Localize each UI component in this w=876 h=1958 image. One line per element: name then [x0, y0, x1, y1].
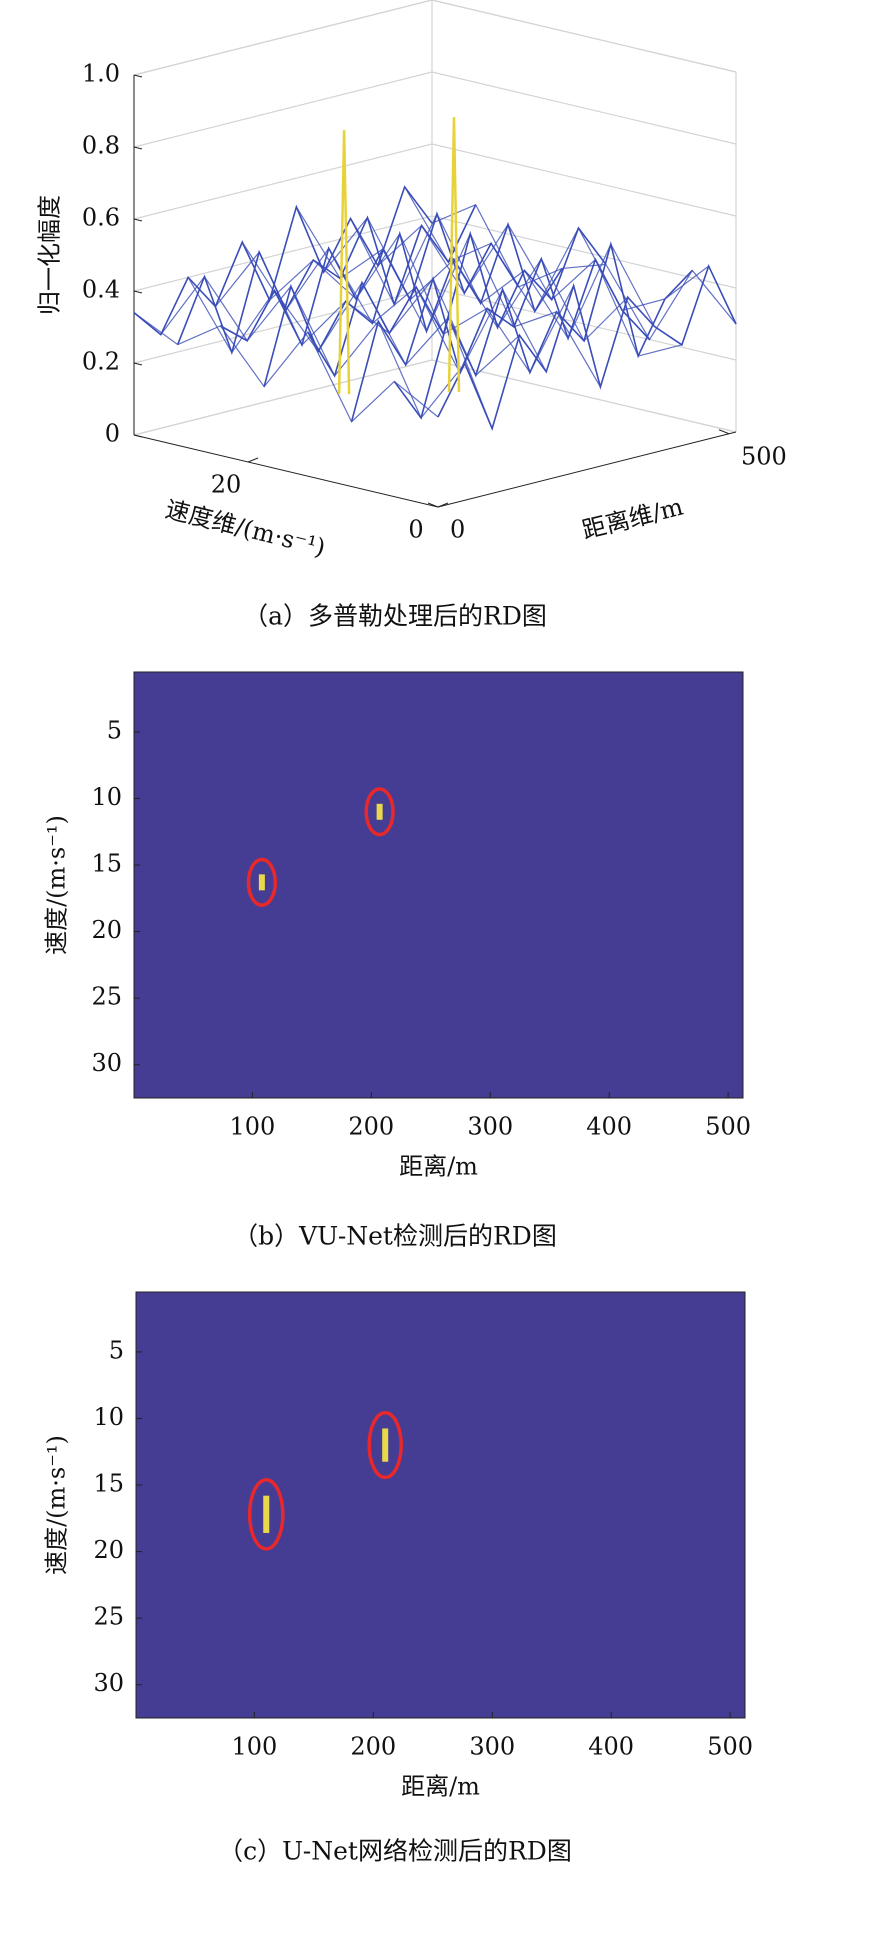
- grid-line: [431, 143, 737, 217]
- y-axis-label: 速度/(m·s⁻¹): [43, 1435, 71, 1575]
- x-tick-label: 400: [588, 1733, 634, 1761]
- surface-line: [269, 232, 575, 374]
- y-axis: [133, 434, 439, 508]
- peak: [337, 130, 351, 395]
- y-tick-label: 20: [93, 1536, 124, 1564]
- y-tick-label: 0: [408, 516, 423, 544]
- caption: （c）U-Net网络检测后的RD图: [218, 1837, 572, 1866]
- z-tick-label: 0.8: [82, 132, 120, 160]
- y-tick-label: 20: [211, 471, 242, 499]
- y-tick-label: 15: [91, 850, 122, 878]
- grid-line: [431, 0, 737, 73]
- z-tick: [133, 146, 143, 150]
- target: [382, 1428, 389, 1462]
- surface-line: [215, 250, 520, 377]
- y-axis-label: 速度维/(m·s⁻¹): [163, 495, 329, 562]
- x-tick-label: 200: [350, 1733, 396, 1761]
- surface-line: [160, 275, 466, 420]
- y-tick-label: 25: [91, 983, 122, 1011]
- peak: [447, 117, 461, 392]
- grid-line: [133, 143, 433, 220]
- caption: （a）多普勒处理后的RD图: [243, 602, 547, 631]
- z-tick-label: 0.6: [82, 204, 120, 232]
- grid-line: [431, 71, 737, 145]
- z-tick-label: 0.2: [82, 348, 120, 376]
- heatmap-background: [135, 1291, 746, 1719]
- y-tick-label: 30: [91, 1049, 122, 1077]
- surface-line: [377, 223, 683, 357]
- surface-line: [133, 312, 439, 423]
- surface-line: [263, 221, 563, 387]
- x-axis-label: 距离/m: [401, 1773, 480, 1801]
- y-axis-label: 速度/(m·s⁻¹): [43, 815, 71, 955]
- grid-line: [133, 359, 433, 436]
- z-tick: [133, 74, 143, 78]
- y-tick-label: 10: [93, 1403, 124, 1431]
- surface-line: [133, 185, 433, 336]
- x-tick-label: 500: [707, 1733, 753, 1761]
- axis-edge: [133, 359, 737, 436]
- x-axis: [437, 431, 737, 508]
- y-tick-label: 10: [91, 783, 122, 811]
- z-tick-label: 0.4: [82, 276, 120, 304]
- caption: （b）VU-Net检测后的RD图: [233, 1222, 557, 1251]
- grid-line: [133, 71, 433, 148]
- z-tick: [133, 362, 143, 366]
- x-tick-label: 400: [586, 1113, 632, 1141]
- x-tick: [718, 429, 730, 435]
- target-ring: [246, 857, 278, 907]
- axis-edge: [133, 0, 737, 76]
- x-tick-label: 0: [450, 516, 465, 544]
- x-axis-label: 距离维/m: [579, 492, 686, 544]
- target: [263, 1495, 270, 1533]
- z-tick: [133, 290, 143, 294]
- grid-line: [133, 0, 433, 76]
- y-tick-label: 5: [107, 716, 122, 744]
- x-tick-label: 100: [231, 1733, 277, 1761]
- y-tick-label: 5: [109, 1336, 124, 1364]
- surface-line: [349, 212, 656, 340]
- x-tick: [427, 502, 439, 508]
- grid-line: [133, 287, 433, 364]
- y-tick: [247, 457, 259, 463]
- x-tick-label: 200: [348, 1113, 394, 1141]
- x-axis-label: 距离/m: [399, 1153, 478, 1181]
- x-tick-label: 100: [229, 1113, 275, 1141]
- y-tick-label: 30: [93, 1669, 124, 1697]
- y-tick-label: 15: [93, 1470, 124, 1498]
- target-ring: [247, 1478, 285, 1551]
- z-axis-label: 归一化幅度: [36, 195, 64, 315]
- x-tick-label: 300: [467, 1113, 513, 1141]
- target: [258, 874, 265, 891]
- z-tick: [133, 218, 143, 222]
- y-tick: [437, 502, 449, 508]
- z-tick-label: 0: [105, 420, 120, 448]
- x-tick-label: 300: [469, 1733, 515, 1761]
- surface-line: [431, 203, 737, 341]
- x-tick-label: 500: [705, 1113, 751, 1141]
- y-tick-label: 25: [93, 1603, 124, 1631]
- heatmap-background: [133, 671, 744, 1099]
- z-tick-label: 1.0: [82, 60, 120, 88]
- grid-line: [431, 359, 737, 433]
- y-tick-label: 20: [91, 916, 122, 944]
- target-ring: [364, 787, 395, 837]
- target: [376, 803, 383, 820]
- target-ring: [367, 1411, 403, 1480]
- x-tick-label: 500: [741, 442, 787, 470]
- grid-line: [431, 215, 737, 289]
